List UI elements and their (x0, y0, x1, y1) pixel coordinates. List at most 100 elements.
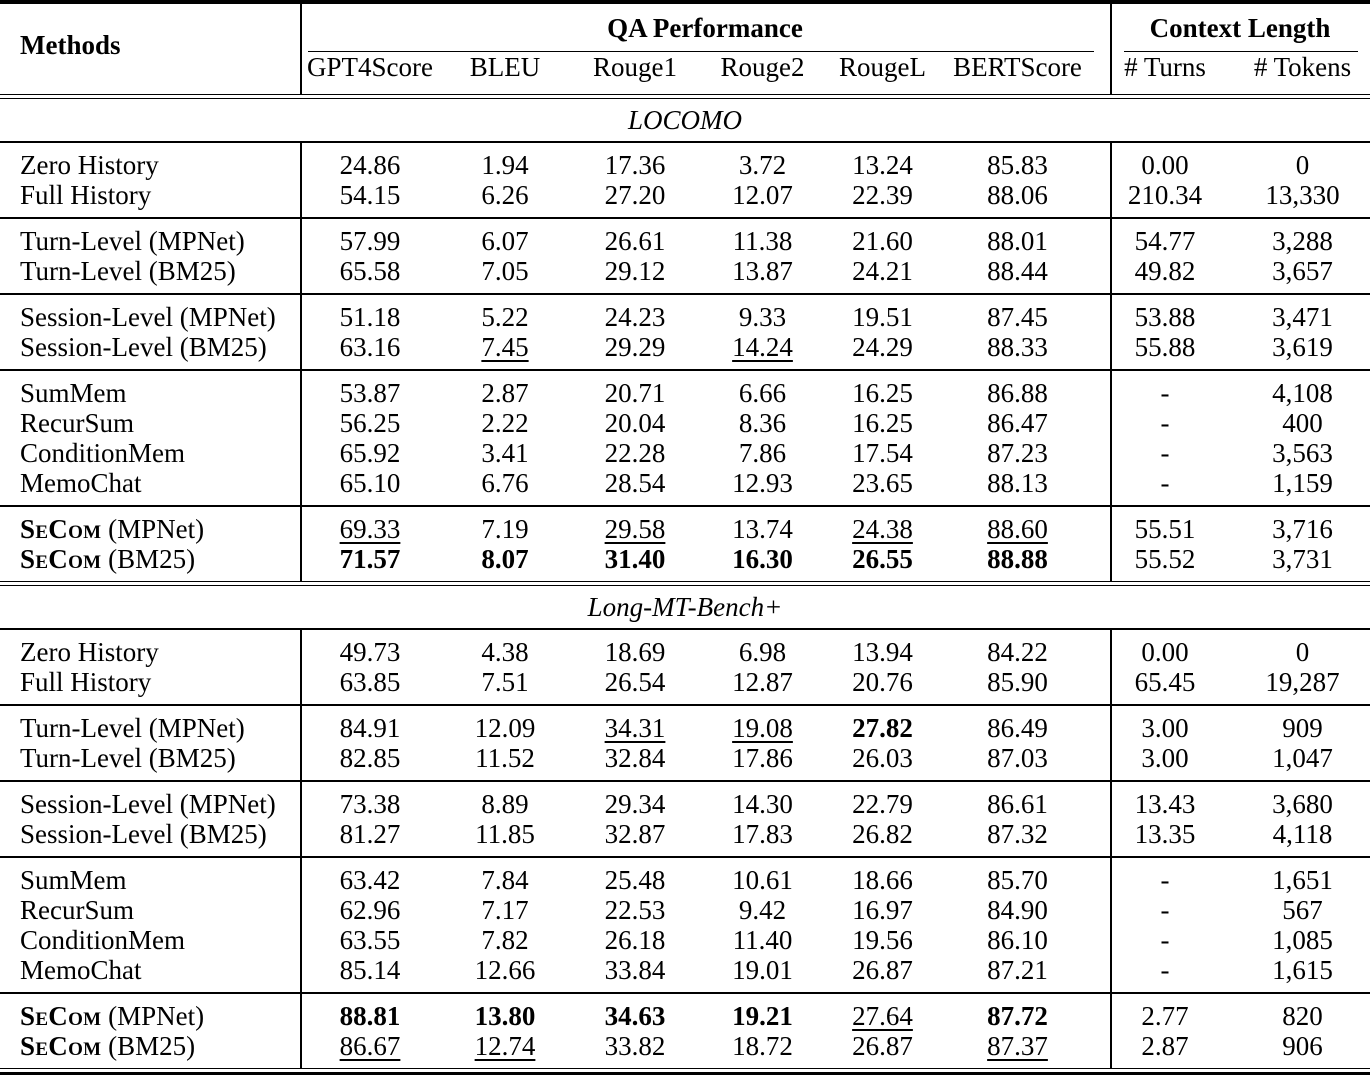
rouge1-cell: 26.54 (604, 667, 666, 697)
tokens-cell: 3,563 (1272, 438, 1333, 468)
row-group: SumMem 63.42 7.84 25.48 10.61 18.66 85.7… (0, 858, 1370, 992)
bertscore-cell: 87.32 (987, 819, 1048, 849)
gpt4score-cell: 73.38 (339, 789, 401, 819)
method-name: SeCom (20, 544, 102, 574)
gpt4score-cell: 65.10 (339, 468, 401, 498)
rouge2-cell: 6.98 (738, 637, 787, 667)
method-variant: (BM25) (101, 544, 196, 574)
bleu-cell: 11.85 (475, 819, 535, 849)
column-divider (1110, 507, 1112, 581)
gpt4score-cell: 84.91 (339, 713, 401, 743)
bertscore-cell: 84.90 (987, 895, 1048, 925)
column-divider (300, 706, 302, 780)
method-variant: (MPNet) (101, 514, 205, 544)
table-row: Full History 54.15 6.26 27.20 12.07 22.3… (0, 180, 1370, 210)
bleu-cell: 7.45 (481, 332, 529, 362)
group-rule (0, 217, 1370, 219)
turns-cell: 49.82 (1134, 256, 1196, 286)
table-row: Zero History 49.73 4.38 18.69 6.98 13.94… (0, 637, 1370, 667)
gpt4score-cell: 56.25 (339, 408, 401, 438)
group-rule (0, 293, 1370, 295)
rouge2-cell: 3.72 (738, 150, 787, 180)
gpt4score-cell: 53.87 (339, 378, 401, 408)
gpt4score-cell: 82.85 (339, 743, 401, 773)
column-divider (300, 219, 302, 293)
rouge2-cell: 16.30 (732, 544, 793, 574)
gpt4score-cell: 88.81 (339, 1001, 401, 1031)
method-name: SumMem (20, 378, 127, 408)
qa-underline-rule (308, 50, 1094, 52)
row-group: SeCom (MPNet) 69.33 7.19 29.58 13.74 24.… (0, 507, 1370, 581)
tokens-cell: 1,085 (1272, 925, 1333, 955)
turns-cell: 13.43 (1134, 789, 1196, 819)
bertscore-cell: 88.88 (987, 544, 1048, 574)
bertscore-cell: 87.21 (987, 955, 1048, 985)
rougel-cell: 21.60 (852, 226, 913, 256)
tokens-cell: 3,680 (1272, 789, 1333, 819)
method-cell: Turn-Level (MPNet) (0, 226, 300, 257)
bleu-cell: 7.17 (481, 895, 529, 925)
rouge1-cell: 32.84 (604, 743, 666, 773)
bertscore-cell: 85.90 (987, 667, 1048, 697)
gpt4score-cell: 85.14 (339, 955, 401, 985)
context-length-header: Context Length (1149, 12, 1331, 43)
table-row: Session-Level (MPNet) 73.38 8.89 29.34 1… (0, 789, 1370, 819)
tokens-cell: 1,651 (1272, 865, 1333, 895)
tokens-cell: 4,118 (1272, 819, 1333, 849)
gpt4score-cell: 65.92 (339, 438, 401, 468)
tokens-cell: 19,287 (1265, 667, 1340, 697)
method-name: ConditionMem (20, 925, 186, 955)
bertscore-cell: 88.60 (987, 514, 1048, 544)
gpt4score-cell: 24.86 (339, 150, 401, 180)
method-cell: Session-Level (BM25) (0, 819, 300, 850)
group-rule (0, 369, 1370, 371)
method-cell: RecurSum (0, 895, 300, 926)
column-divider (1110, 630, 1112, 704)
gpt4score-cell: 62.96 (339, 895, 401, 925)
rouge2-cell: 18.72 (732, 1031, 793, 1061)
tokens-cell: 909 (1282, 713, 1323, 743)
turns-cell: - (1160, 955, 1170, 985)
rougel-cell: 17.54 (852, 438, 913, 468)
tokens-cell: 567 (1282, 895, 1323, 925)
method-name: Zero History (20, 150, 159, 180)
column-divider (300, 782, 302, 856)
tokens-cell: 820 (1282, 1001, 1323, 1031)
bleu-cell: 8.89 (481, 789, 529, 819)
method-name: Session-Level (BM25) (20, 332, 267, 362)
gpt4score-cell: 63.55 (339, 925, 401, 955)
method-name: RecurSum (20, 408, 134, 438)
rougel-cell: 19.56 (852, 925, 913, 955)
tokens-cell: 3,657 (1272, 256, 1333, 286)
rouge1-cell: 28.54 (604, 468, 666, 498)
rouge1-cell: 31.40 (604, 544, 666, 574)
col-header-rouge1: Rouge1 (593, 52, 677, 82)
method-name: Turn-Level (BM25) (20, 256, 236, 286)
table-row: SeCom (MPNet) 69.33 7.19 29.58 13.74 24.… (0, 514, 1370, 544)
method-cell: SeCom (BM25) (0, 544, 300, 575)
tokens-cell: 4,108 (1272, 378, 1333, 408)
gpt4score-cell: 69.33 (339, 514, 401, 544)
bleu-cell: 8.07 (481, 544, 529, 574)
bleu-cell: 12.74 (474, 1031, 536, 1061)
bertscore-cell: 85.70 (987, 865, 1048, 895)
column-divider (1110, 295, 1112, 369)
method-name: Full History (20, 667, 152, 697)
row-group: Turn-Level (MPNet) 57.99 6.07 26.61 11.3… (0, 219, 1370, 293)
rouge2-cell: 19.01 (732, 955, 793, 985)
table-row: RecurSum 62.96 7.17 22.53 9.42 16.97 84.… (0, 895, 1370, 925)
bertscore-cell: 88.01 (987, 226, 1048, 256)
rougel-cell: 24.38 (852, 514, 913, 544)
column-divider (1110, 782, 1112, 856)
gpt4score-cell: 81.27 (339, 819, 401, 849)
rouge2-cell: 12.07 (732, 180, 793, 210)
method-cell: SumMem (0, 378, 300, 409)
gpt4score-cell: 71.57 (339, 544, 401, 574)
method-name: Session-Level (MPNet) (20, 302, 276, 332)
rouge1-cell: 34.63 (604, 1001, 666, 1031)
col-header-bleu: BLEU (469, 52, 541, 82)
turns-cell: - (1160, 895, 1170, 925)
rougel-cell: 22.79 (852, 789, 913, 819)
method-cell: MemoChat (0, 955, 300, 986)
method-cell: Session-Level (MPNet) (0, 302, 300, 333)
